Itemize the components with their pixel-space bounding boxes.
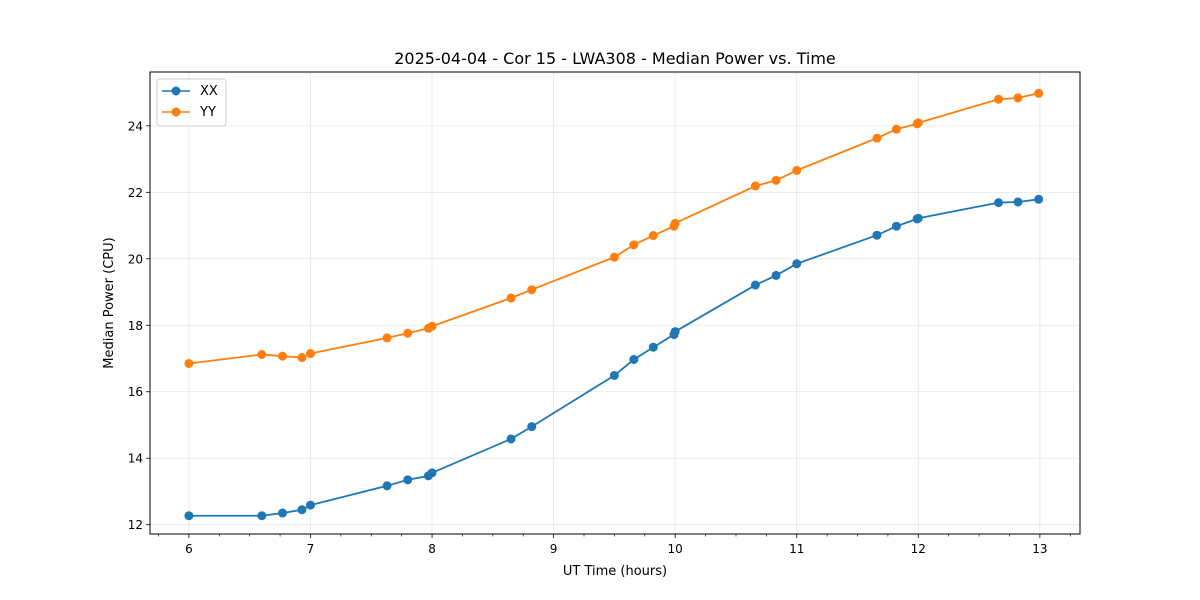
data-point-xx (506, 434, 516, 444)
x-tick-label: 10 (668, 542, 683, 556)
y-tick-label: 24 (128, 119, 143, 133)
plot-area (150, 72, 1080, 534)
data-point-yy (184, 358, 194, 368)
x-tick-label: 11 (789, 542, 804, 556)
data-point-yy (297, 353, 307, 363)
tick-layer: 6 7 8 9 10 11 12 13 12 14 16 18 20 22 24 (128, 119, 1071, 556)
data-point-yy (891, 124, 901, 134)
data-point-xx (403, 475, 413, 485)
y-tick-label: 14 (128, 452, 143, 466)
data-point-xx (305, 500, 315, 510)
data-point-xx (891, 221, 901, 231)
data-point-yy (771, 175, 781, 185)
y-tick-label: 16 (128, 385, 143, 399)
data-point-yy (994, 94, 1004, 104)
y-tick-label: 12 (128, 518, 143, 532)
data-point-xx (184, 511, 194, 521)
x-tick-label: 7 (307, 542, 315, 556)
y-tick-label: 20 (128, 252, 143, 266)
y-tick-label: 18 (128, 319, 143, 333)
data-point-xx (278, 508, 288, 518)
legend-marker-yy (171, 107, 181, 117)
data-point-yy (527, 285, 537, 295)
data-point-xx (648, 342, 658, 352)
data-point-yy (629, 240, 639, 250)
data-point-xx (994, 198, 1004, 208)
x-tick-label: 13 (1032, 542, 1047, 556)
x-tick-label: 8 (428, 542, 436, 556)
data-point-yy (750, 181, 760, 191)
data-point-xx (792, 259, 802, 269)
legend-label-yy: YY (199, 105, 216, 120)
data-point-yy (1013, 93, 1023, 103)
data-point-yy (257, 350, 267, 360)
plot-frame (149, 71, 1081, 535)
data-point-xx (609, 370, 619, 380)
data-point-yy (872, 133, 882, 143)
data-point-xx (913, 213, 923, 223)
data-point-xx (527, 422, 537, 432)
x-axis-label: UT Time (hours) (563, 564, 667, 579)
data-point-yy (278, 351, 288, 361)
y-tick-label: 22 (128, 186, 143, 200)
data-point-xx (872, 230, 882, 240)
data-point-xx (427, 468, 437, 478)
x-tick-label: 6 (185, 542, 193, 556)
legend: XX YY (156, 78, 227, 127)
data-point-xx (750, 280, 760, 290)
data-point-yy (305, 349, 315, 359)
data-point-xx (670, 327, 680, 337)
x-tick-label: 12 (911, 542, 926, 556)
data-point-yy (792, 165, 802, 175)
data-point-yy (403, 328, 413, 338)
grid-layer (150, 72, 1080, 534)
series-layer (184, 88, 1044, 521)
data-point-xx (771, 270, 781, 280)
data-point-yy (913, 118, 923, 128)
chart-title: 2025-04-04 - Cor 15 - LWA308 - Median Po… (394, 49, 836, 68)
data-point-yy (382, 333, 392, 343)
data-point-yy (506, 293, 516, 303)
data-point-xx (382, 481, 392, 491)
data-point-yy (427, 321, 437, 331)
data-point-yy (609, 252, 619, 262)
data-point-xx (257, 511, 267, 521)
legend-marker-xx (171, 86, 181, 96)
y-axis-label: Median Power (CPU) (102, 237, 117, 368)
data-point-xx (1013, 197, 1023, 207)
legend-label-xx: XX (200, 84, 218, 99)
x-tick-label: 9 (550, 542, 558, 556)
data-point-xx (629, 355, 639, 365)
data-point-xx (297, 505, 307, 515)
data-point-yy (670, 218, 680, 228)
data-point-yy (1034, 88, 1044, 98)
data-point-xx (1034, 194, 1044, 204)
data-point-yy (648, 231, 658, 241)
